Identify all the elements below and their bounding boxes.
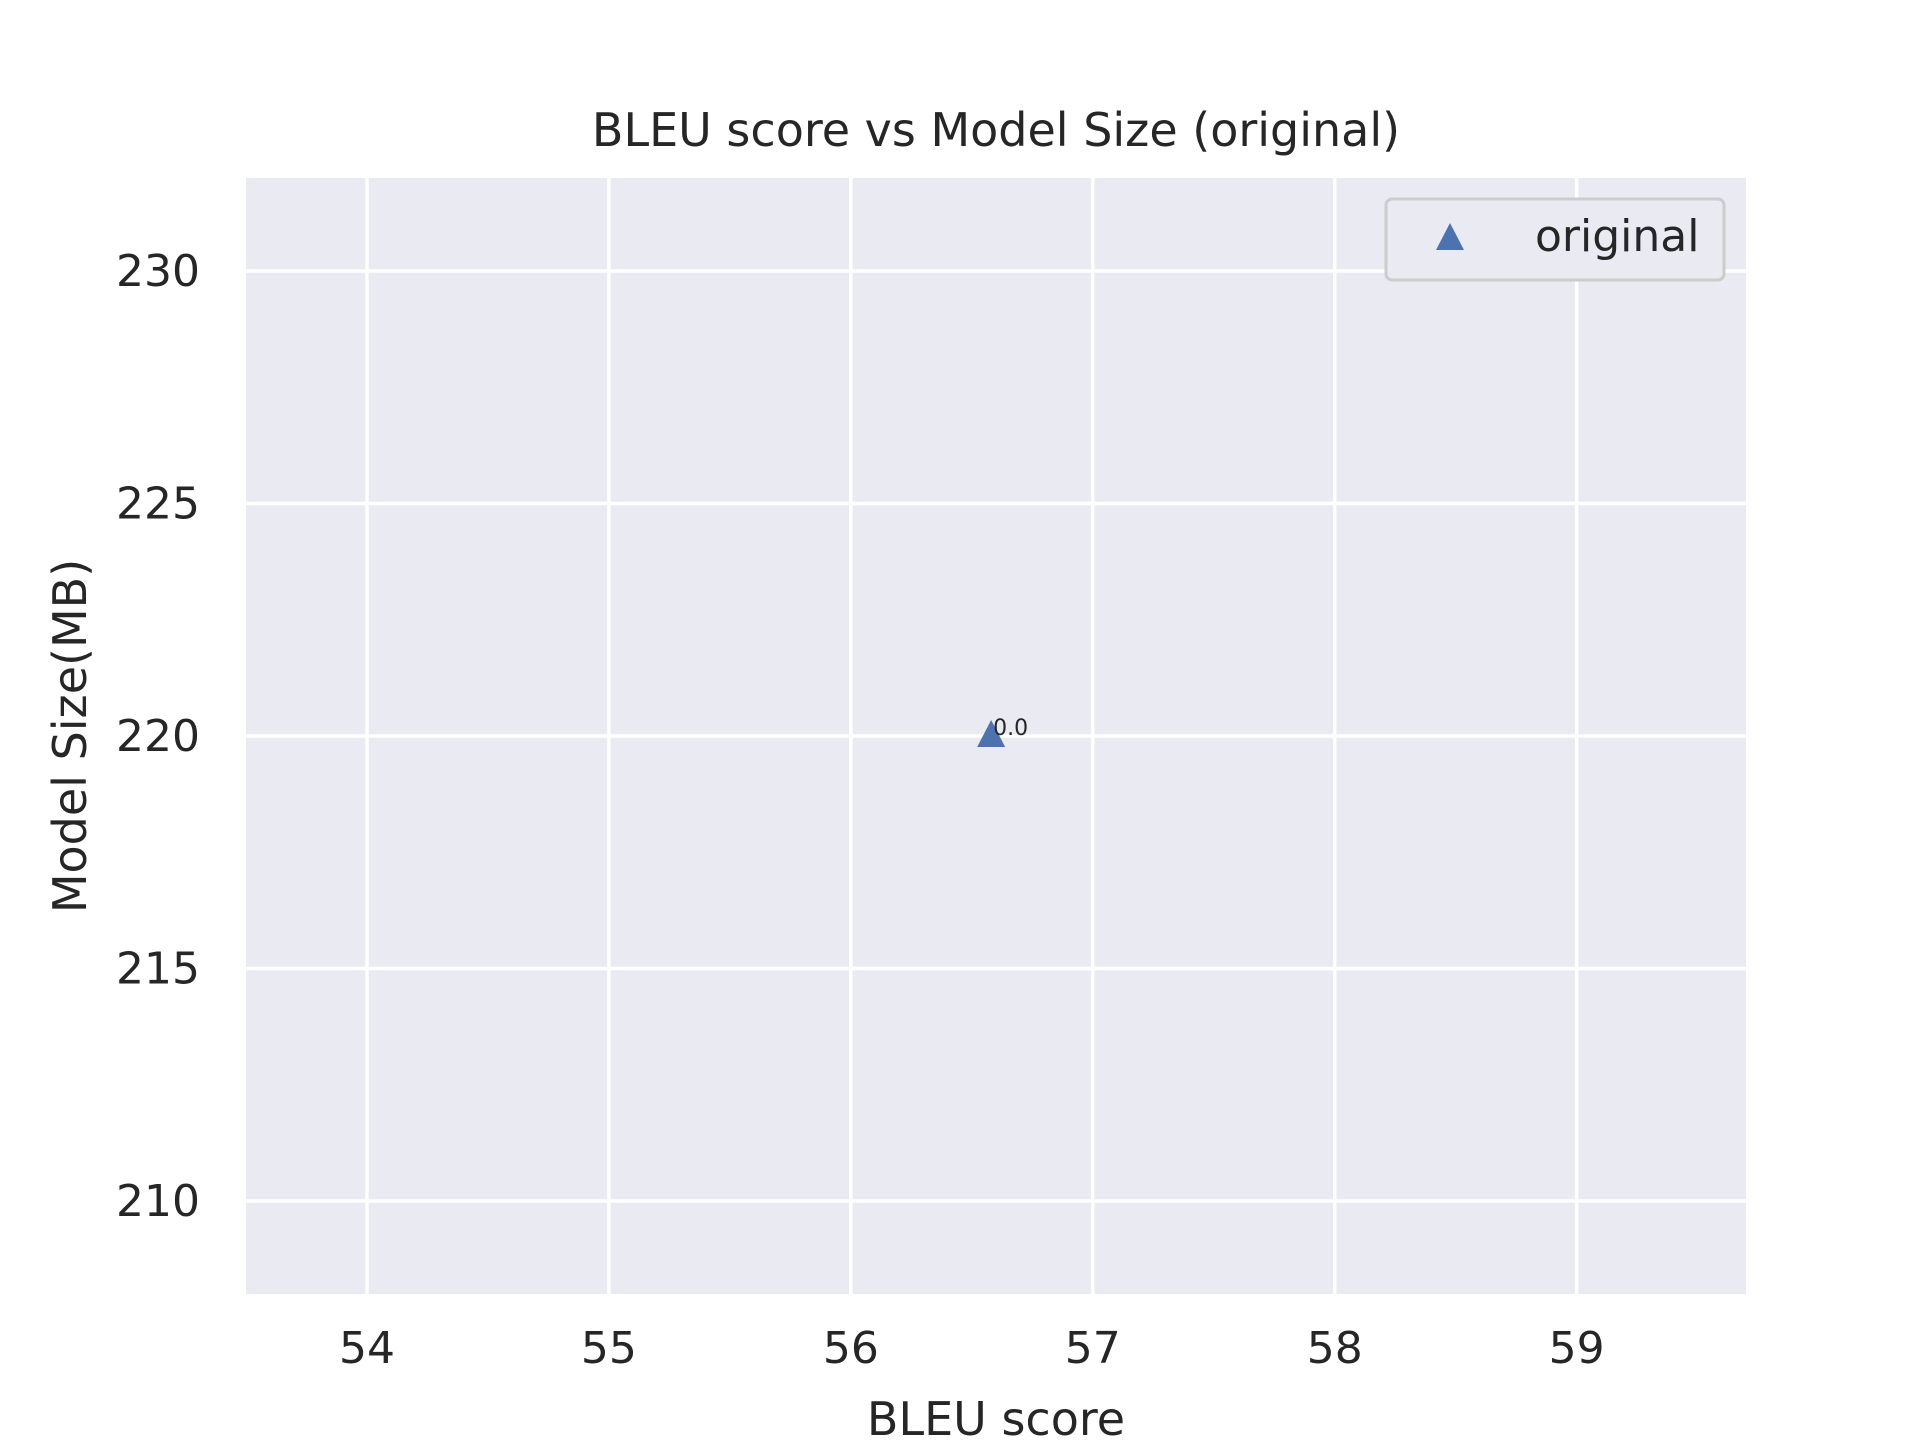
y-tick-label: 230 <box>116 246 200 297</box>
x-tick-label: 54 <box>339 1323 395 1374</box>
y-tick-label: 220 <box>116 711 200 762</box>
y-tick-labels: 210 215 220 225 230 <box>116 246 200 1227</box>
x-tick-label: 57 <box>1065 1323 1121 1374</box>
x-tick-label: 59 <box>1549 1323 1605 1374</box>
y-axis-label: Model Size(MB) <box>43 559 97 913</box>
x-tick-label: 55 <box>581 1323 637 1374</box>
legend-label: original <box>1535 211 1699 262</box>
data-point-triangle <box>977 720 1006 747</box>
data-point-label: 0.0 <box>993 716 1028 741</box>
x-tick-labels: 54 55 56 57 58 59 <box>339 1323 1605 1374</box>
legend-triangle-marker <box>1436 223 1464 250</box>
x-axis-label: BLEU score <box>867 1392 1125 1440</box>
data-points: 0.0 <box>977 716 1028 747</box>
chart-title: BLEU score vs Model Size (original) <box>592 103 1400 157</box>
legend: original <box>1384 197 1726 282</box>
x-tick-label: 56 <box>823 1323 879 1374</box>
x-tick-label: 58 <box>1307 1323 1363 1374</box>
y-tick-label: 210 <box>116 1176 200 1227</box>
legend-box <box>1384 197 1726 282</box>
y-tick-label: 225 <box>116 479 200 530</box>
y-tick-label: 215 <box>116 944 200 995</box>
